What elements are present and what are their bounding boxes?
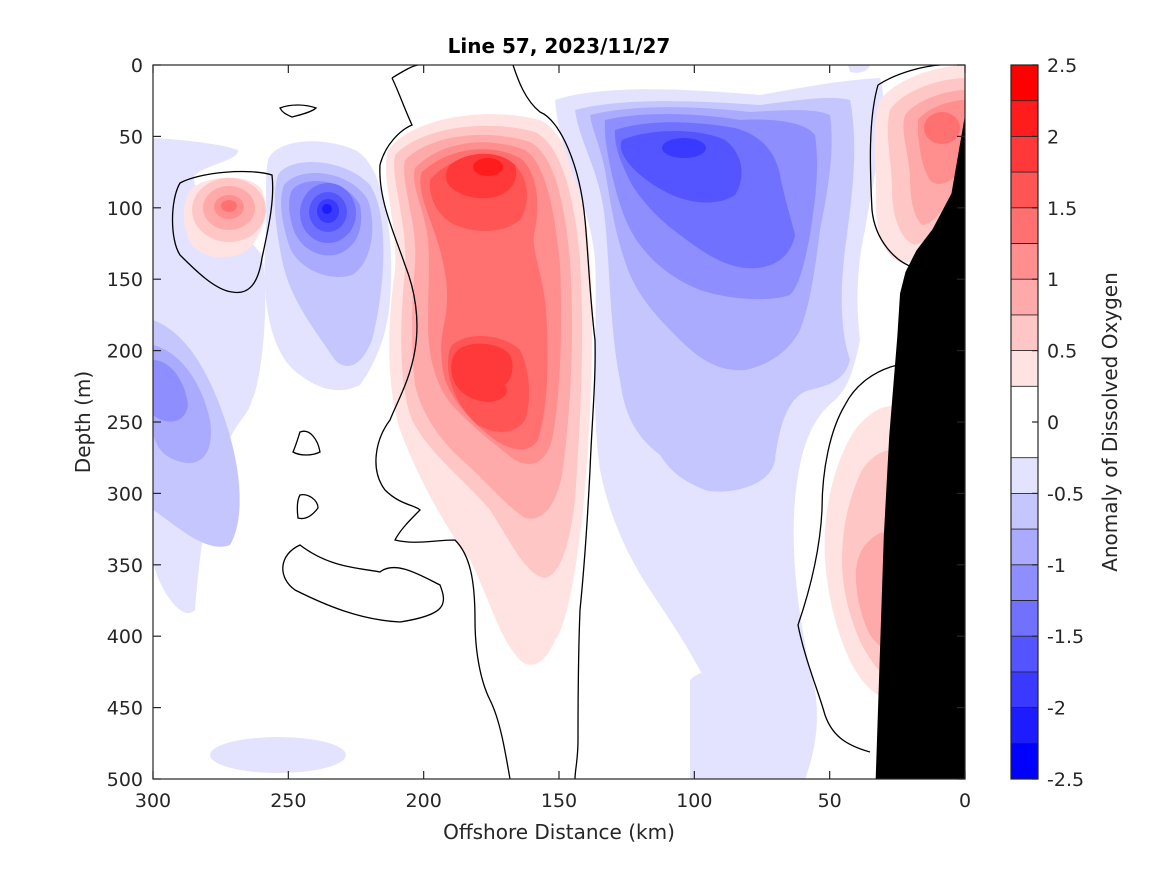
colorbar-segment [1011, 529, 1038, 566]
x-tick-label: 150 [541, 790, 577, 812]
colorbar-tick-label: 2 [1047, 126, 1059, 148]
colorbar-tick-label: 2.5 [1047, 55, 1077, 77]
positive-anomaly-central-l7b [451, 343, 513, 402]
colorbar-segment [1011, 564, 1038, 601]
zero-contour-central-east [512, 65, 596, 779]
colorbar-segment [1011, 136, 1038, 173]
negative-anomaly-deep [690, 668, 779, 779]
positive-anomaly-west-core [221, 200, 237, 212]
positive-anomaly-shelf-core [924, 112, 960, 144]
colorbar-segment [1011, 743, 1038, 780]
colorbar-segment [1011, 386, 1038, 423]
y-tick-label: 0 [131, 55, 143, 77]
colorbar-segment [1011, 671, 1038, 709]
colorbar-segment [1011, 314, 1038, 352]
colorbar-segment [1011, 600, 1038, 637]
x-tick-label: 200 [406, 790, 442, 812]
colorbar-segment [1011, 350, 1038, 387]
colorbar-tick-label: 1.5 [1047, 198, 1077, 220]
y-tick-label: 250 [107, 412, 143, 434]
colorbar-tick-label: 0.5 [1047, 341, 1077, 363]
negative-anomaly-west-center [153, 360, 188, 422]
y-axis: 0 50 100 150 200 250 300 350 400 450 500 [107, 55, 965, 791]
x-axis-title: Offshore Distance (km) [443, 820, 675, 844]
x-tick-label: 300 [135, 790, 171, 812]
colorbar-segment [1011, 636, 1038, 673]
zero-contour-small-3 [296, 494, 319, 520]
y-tick-label: 400 [107, 626, 143, 648]
x-tick-label: 0 [959, 790, 971, 812]
y-tick-label: 150 [107, 269, 143, 291]
colorbar-segment [1011, 493, 1038, 530]
y-tick-label: 200 [107, 341, 143, 363]
negative-anomaly-top-right [848, 65, 870, 73]
colorbar-tick-label: -1.5 [1047, 626, 1084, 648]
y-tick-label: 450 [107, 698, 143, 720]
colorbar-segment [1011, 707, 1038, 744]
colorbar-title: Anomaly of Dissolved Oxygen [1098, 272, 1122, 572]
colorbar-segment [1011, 207, 1038, 244]
x-tick-label: 250 [270, 790, 306, 812]
colorbar-segment [1011, 243, 1038, 280]
y-tick-label: 300 [107, 483, 143, 505]
colorbar-segment [1011, 457, 1038, 494]
colorbar-segment [1011, 65, 1038, 102]
chart-title: Line 57, 2023/11/27 [448, 34, 671, 58]
zero-contour-small-1 [279, 104, 318, 118]
colorbar-segment [1011, 279, 1038, 316]
x-tick-label: 100 [676, 790, 712, 812]
x-axis: 300 250 200 150 100 50 0 [135, 65, 971, 812]
y-tick-label: 50 [119, 126, 143, 148]
colorbar-segment [1011, 422, 1038, 459]
negative-anomaly-east-l6 [620, 131, 742, 203]
zero-contour-west-deep [282, 544, 445, 623]
y-tick-label: 100 [107, 198, 143, 220]
y-axis-title: Depth (m) [71, 371, 95, 473]
negative-anomaly-east-core [662, 138, 706, 158]
contour-fills [153, 65, 965, 779]
seafloor-bathymetry [875, 114, 965, 779]
colorbar-tick-label: -2.5 [1047, 769, 1084, 791]
colorbar-segment [1011, 172, 1038, 209]
zero-contour-small-2 [292, 430, 321, 456]
negative-anomaly-bottom [210, 737, 346, 773]
y-tick-label: 350 [107, 555, 143, 577]
y-tick-label: 500 [107, 769, 143, 791]
negative-anomaly-eddy-core [322, 204, 332, 214]
colorbar-tick-label: 0 [1047, 412, 1059, 434]
colorbar-segment [1011, 100, 1038, 137]
colorbar: 2.5 2 1.5 1 0.5 0 -0.5 -1 -1.5 -2 -2.5 [1010, 55, 1084, 791]
positive-anomaly-central-core [473, 158, 503, 176]
colorbar-tick-label: -0.5 [1047, 483, 1084, 505]
colorbar-tick-label: 1 [1047, 269, 1059, 291]
colorbar-tick-label: -2 [1047, 698, 1066, 720]
x-tick-label: 50 [818, 790, 842, 812]
zero-contour-west-eddy [171, 170, 274, 294]
colorbar-tick-label: -1 [1047, 555, 1066, 577]
